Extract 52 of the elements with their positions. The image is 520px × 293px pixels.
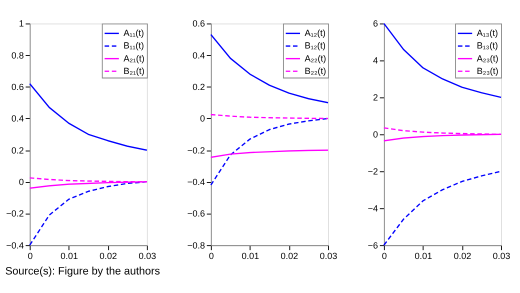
legend-label: A₁₂(t) bbox=[304, 28, 326, 38]
y-tick-label: −4 bbox=[368, 203, 378, 214]
y-tick-label: 0.6 bbox=[192, 18, 206, 29]
legend-label: B₁₂(t) bbox=[304, 40, 326, 51]
y-tick-label: −0.2 bbox=[187, 145, 206, 156]
y-tick-label: 0 bbox=[200, 114, 206, 124]
line-series bbox=[210, 118, 329, 186]
legend-label: B₂₁(t) bbox=[123, 66, 144, 76]
x-tick-label: 0 bbox=[382, 251, 387, 262]
legend-label: A₂₁(t) bbox=[123, 53, 144, 64]
y-tick-label: 0 bbox=[373, 129, 378, 140]
y-tick-label: 2 bbox=[373, 92, 378, 103]
x-tick-label: 0.02 bbox=[100, 251, 118, 262]
x-tick-label: 0.01 bbox=[414, 251, 432, 262]
source-note: Source(s): Figure by the authors bbox=[5, 265, 161, 278]
x-tick-label: 0 bbox=[208, 251, 214, 262]
y-tick-label: 0.4 bbox=[11, 114, 24, 124]
y-tick-label: 4 bbox=[373, 56, 378, 66]
x-tick-label: 0.02 bbox=[280, 251, 298, 262]
legend-label: A₂₂(t) bbox=[304, 53, 326, 64]
legend-label: B₂₃(t) bbox=[476, 66, 498, 76]
y-tick-label: −0.2 bbox=[6, 208, 24, 219]
y-tick-label: −0.4 bbox=[6, 240, 24, 250]
legend-label: A₁₃(t) bbox=[476, 28, 498, 38]
x-tick-label: 0.03 bbox=[138, 251, 156, 262]
y-tick-label: 0.8 bbox=[11, 50, 24, 60]
y-tick-label: 0.2 bbox=[11, 145, 24, 156]
y-tick-label: 1 bbox=[18, 18, 24, 29]
legend-label: B₁₃(t) bbox=[476, 40, 498, 51]
y-tick-label: 6 bbox=[373, 18, 378, 29]
line-series bbox=[29, 82, 148, 151]
legend-label: A₁₁(t) bbox=[123, 28, 144, 38]
x-tick-label: 0.01 bbox=[242, 251, 260, 262]
legend-label: A₂₃(t) bbox=[476, 53, 498, 64]
y-tick-label: −0.4 bbox=[187, 176, 206, 187]
x-tick-label: 0.03 bbox=[320, 251, 338, 262]
y-tick-label: 0 bbox=[18, 176, 24, 187]
y-tick-label: −6 bbox=[368, 240, 378, 250]
line-series bbox=[210, 149, 329, 158]
y-tick-label: −2 bbox=[368, 166, 378, 176]
y-tick-label: 0.2 bbox=[192, 82, 206, 92]
y-tick-label: −0.6 bbox=[187, 208, 206, 219]
y-tick-label: 0.6 bbox=[11, 82, 24, 92]
line-series bbox=[383, 22, 502, 98]
x-tick-label: 0.02 bbox=[454, 251, 472, 262]
y-tick-label: −0.8 bbox=[187, 240, 206, 250]
y-tick-label: 0.4 bbox=[192, 50, 206, 60]
legend-label: B₂₂(t) bbox=[304, 66, 326, 76]
x-tick-label: 0.03 bbox=[492, 251, 510, 262]
x-tick-label: 0.01 bbox=[60, 251, 78, 262]
x-tick-label: 0 bbox=[28, 251, 33, 262]
legend-label: B₁₁(t) bbox=[123, 40, 144, 51]
